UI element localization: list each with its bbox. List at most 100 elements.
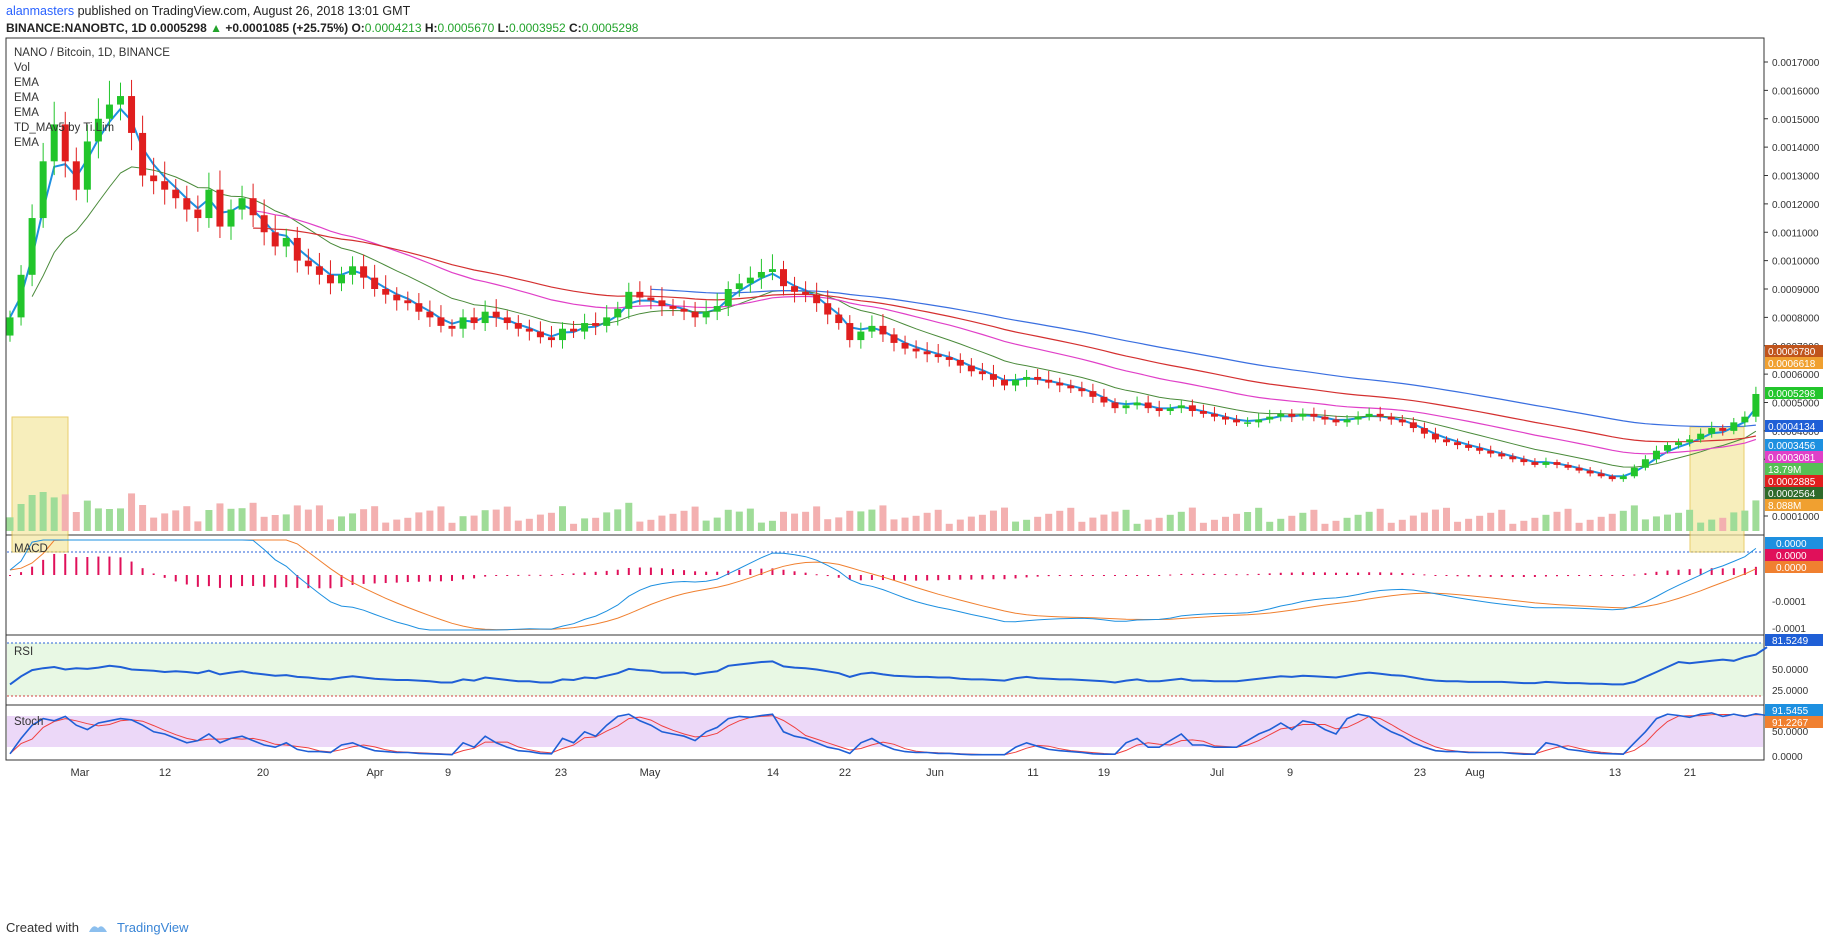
candle-body bbox=[249, 198, 257, 216]
macd-histogram-bar bbox=[230, 575, 232, 588]
close-value: 0.0005298 bbox=[581, 21, 639, 35]
stoch-value-bg bbox=[1765, 716, 1823, 728]
macd-histogram-bar bbox=[108, 556, 111, 575]
legend-ema-2[interactable]: EMA bbox=[14, 92, 39, 104]
macd-histogram-bar bbox=[904, 575, 907, 581]
time-tick-label: 21 bbox=[1684, 767, 1696, 779]
high-value: 0.0005670 bbox=[437, 21, 495, 35]
macd-histogram-bar bbox=[1721, 568, 1724, 575]
candle-body bbox=[967, 365, 975, 372]
macd-histogram-bar bbox=[893, 575, 895, 581]
candle-body bbox=[28, 218, 36, 275]
candle-body bbox=[1420, 428, 1428, 434]
volume-bar bbox=[249, 502, 257, 531]
time-tick-label: 9 bbox=[445, 767, 451, 779]
macd-histogram-bar bbox=[384, 575, 387, 584]
legend-ema-3[interactable]: EMA bbox=[14, 107, 39, 119]
macd-histogram-bar bbox=[1677, 569, 1680, 575]
macd-histogram-bar bbox=[340, 575, 343, 587]
tradingview-logo-icon[interactable] bbox=[87, 921, 109, 935]
macd-histogram-bar bbox=[572, 573, 575, 575]
macd-histogram-bar bbox=[1246, 574, 1249, 576]
volume-bar bbox=[713, 517, 721, 531]
candle-body bbox=[1431, 433, 1439, 440]
price-tick-label: 0.0015000 bbox=[1772, 115, 1820, 126]
macd-histogram-bar bbox=[506, 575, 509, 576]
tradingview-brand[interactable]: TradingView bbox=[116, 920, 189, 935]
volume-bar bbox=[559, 506, 566, 531]
candle-body bbox=[94, 118, 102, 142]
candle-body bbox=[1034, 376, 1042, 380]
volume-bar bbox=[1188, 507, 1196, 531]
volume-bar bbox=[934, 509, 942, 531]
legend-vol[interactable]: Vol bbox=[14, 62, 30, 74]
volume-bar bbox=[1056, 510, 1064, 531]
volume-bar bbox=[1409, 515, 1417, 531]
high-label: H: bbox=[424, 21, 438, 35]
candle-body bbox=[1641, 459, 1649, 468]
macd-histogram-bar bbox=[373, 575, 376, 584]
macd-histogram-bar bbox=[97, 556, 100, 575]
volume-bar bbox=[1343, 517, 1351, 531]
candle-body bbox=[1277, 413, 1285, 417]
volume-bar bbox=[1100, 514, 1108, 531]
macd-histogram-bar bbox=[1699, 568, 1702, 575]
macd-histogram-bar bbox=[1511, 575, 1514, 578]
volume-bar bbox=[1199, 522, 1207, 531]
volume-bar bbox=[117, 508, 124, 531]
volume-bar bbox=[1686, 509, 1694, 531]
legend-ema-1[interactable]: EMA bbox=[14, 77, 39, 89]
volume-bar bbox=[1144, 519, 1152, 531]
volume-bar bbox=[581, 518, 589, 531]
candle-body bbox=[1023, 376, 1031, 380]
candle-body bbox=[216, 189, 224, 227]
legend-ema-4[interactable]: EMA bbox=[14, 137, 39, 149]
ema-fast-line bbox=[9, 107, 1757, 478]
price-label: 0.0002885 bbox=[1768, 477, 1816, 488]
volume-bar bbox=[1697, 522, 1705, 531]
macd-histogram-bar bbox=[638, 567, 641, 575]
macd-pane bbox=[5, 534, 1765, 636]
macd-histogram-bar bbox=[1323, 572, 1326, 575]
volume-bar bbox=[1498, 509, 1506, 531]
macd-histogram-bar bbox=[1368, 572, 1371, 575]
macd-histogram-bar bbox=[1147, 575, 1150, 576]
legend-td-ma[interactable]: TD_MAv5 by Ti.Lim bbox=[14, 122, 114, 134]
candle-body bbox=[1299, 413, 1307, 417]
candle-body bbox=[890, 334, 898, 343]
candle-body bbox=[503, 317, 511, 324]
volume-bar bbox=[536, 514, 544, 531]
volume-bar bbox=[1420, 512, 1428, 531]
macd-histogram-bar bbox=[926, 575, 929, 581]
time-tick-label: 20 bbox=[257, 767, 269, 779]
volume-bar bbox=[846, 510, 854, 531]
candle-body bbox=[1476, 447, 1484, 451]
macd-histogram-bar bbox=[130, 561, 133, 575]
time-tick-label: 13 bbox=[1609, 767, 1621, 779]
ema-pink-line bbox=[253, 210, 1757, 455]
candle-body bbox=[1233, 419, 1241, 423]
macd-histogram-bar bbox=[749, 569, 752, 575]
volume-bar bbox=[1476, 515, 1484, 531]
candle-body bbox=[238, 198, 246, 210]
candle-body bbox=[868, 325, 876, 332]
candle-body bbox=[1001, 379, 1008, 386]
stoch-tick-label: 0.0000 bbox=[1772, 752, 1803, 763]
candle-body bbox=[1730, 422, 1738, 431]
candle-body bbox=[813, 294, 821, 304]
macd-histogram-bar bbox=[539, 574, 542, 576]
candle-body bbox=[72, 161, 80, 190]
macd-histogram-bar bbox=[318, 575, 321, 589]
volume-bar bbox=[393, 519, 401, 531]
volume-bar bbox=[1597, 516, 1605, 531]
volume-bar bbox=[1641, 519, 1649, 531]
candle-body bbox=[1752, 393, 1760, 417]
author-link[interactable]: alanmasters bbox=[6, 4, 75, 18]
macd-histogram-bar bbox=[760, 568, 763, 575]
volume-bar bbox=[6, 517, 14, 531]
rsi-value-label: 81.5249 bbox=[1772, 636, 1809, 647]
candle-body bbox=[1199, 411, 1207, 414]
candle-body bbox=[1630, 467, 1638, 477]
candle-body bbox=[1531, 462, 1539, 465]
